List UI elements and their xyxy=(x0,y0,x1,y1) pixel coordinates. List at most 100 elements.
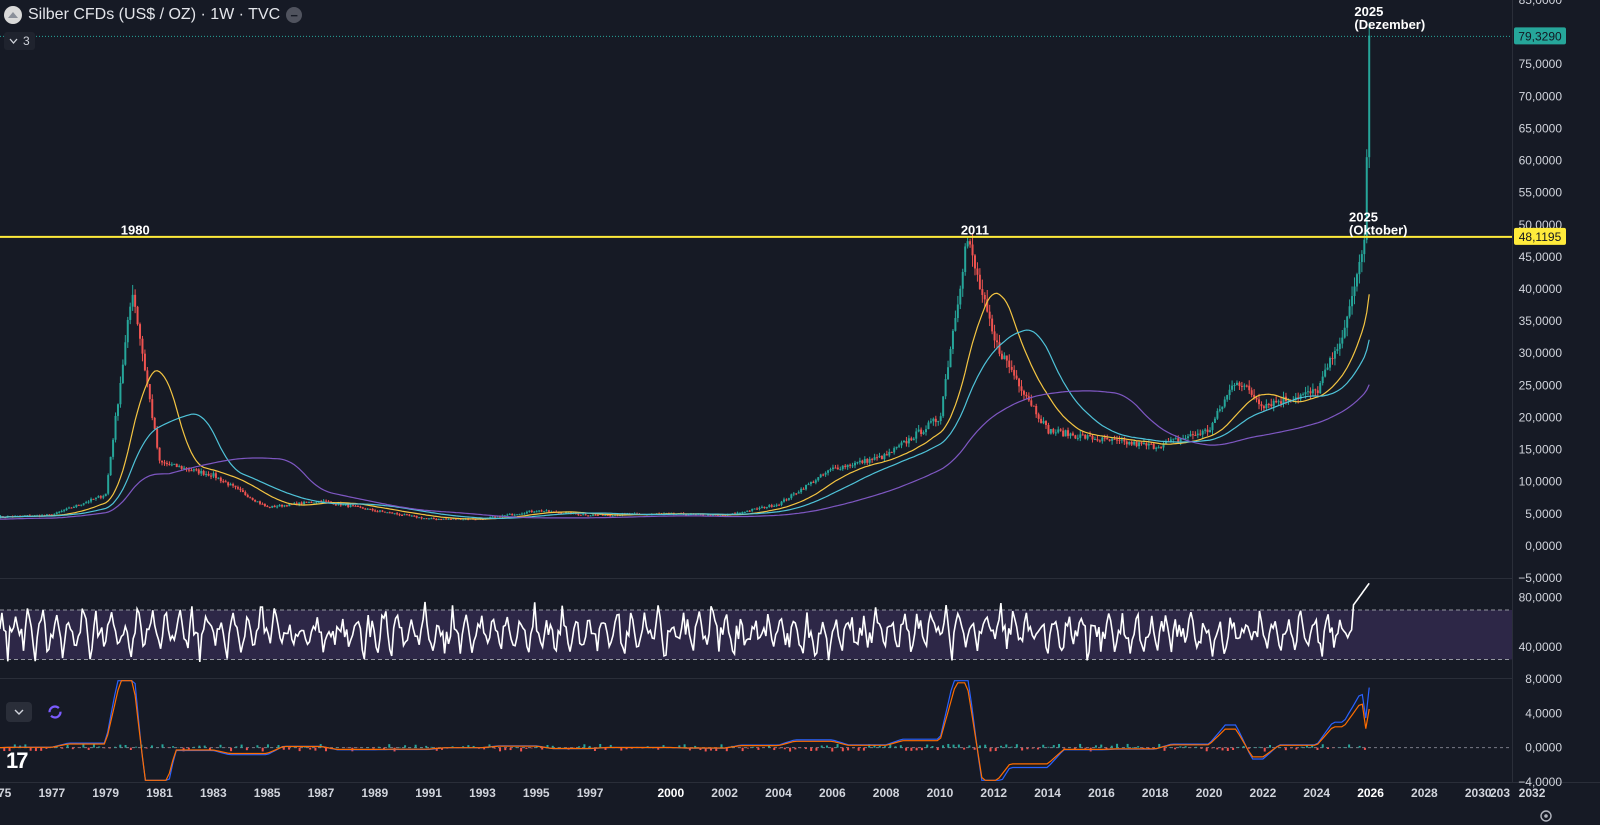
candle-body xyxy=(849,464,852,466)
macd-histogram-bar xyxy=(535,746,538,748)
macd-histogram-bar xyxy=(1247,747,1250,749)
candle-body xyxy=(577,513,580,515)
candle-body xyxy=(410,515,413,517)
candle-body xyxy=(1147,443,1150,446)
candle-body xyxy=(190,470,193,472)
candle-body xyxy=(1133,441,1136,445)
time-axis-tick: 2004 xyxy=(765,786,792,800)
candle-body xyxy=(175,463,178,468)
candle-body xyxy=(920,429,923,434)
candle-body xyxy=(854,462,857,466)
macd-histogram-bar xyxy=(324,747,327,752)
candle-body xyxy=(900,442,903,446)
macd-histogram-bar xyxy=(767,745,770,748)
candle-body xyxy=(971,244,974,256)
candle-body xyxy=(281,504,284,507)
macd-histogram-bar xyxy=(1158,743,1161,748)
macd-histogram-bar xyxy=(24,744,27,748)
macd-histogram-bar xyxy=(1036,747,1039,750)
candle-body xyxy=(300,502,303,505)
candle-body xyxy=(474,519,477,521)
candle-body xyxy=(139,324,142,339)
pane-collapse-button[interactable] xyxy=(6,702,32,722)
macd-histogram-bar xyxy=(773,747,776,751)
candle-body xyxy=(1008,360,1011,367)
candle-body xyxy=(222,481,225,483)
time-axis-tick: 1997 xyxy=(577,786,604,800)
candle-body xyxy=(760,506,763,508)
macd-axis-tick: 8,0000 xyxy=(1525,672,1562,686)
macd-histogram-bar xyxy=(1195,746,1198,748)
candle-body xyxy=(506,514,509,516)
time-axis-tick: 1985 xyxy=(254,786,281,800)
candle-body xyxy=(207,473,210,476)
macd-histogram-bar xyxy=(193,746,196,748)
candle-body xyxy=(114,415,117,440)
candle-body xyxy=(1071,433,1074,436)
candle-body xyxy=(1265,403,1268,409)
candle-body xyxy=(961,271,964,289)
candle-body xyxy=(841,465,844,470)
macd-histogram-bar xyxy=(1363,747,1366,750)
candle-body xyxy=(408,514,411,516)
tradingview-logo[interactable]: 17 xyxy=(6,748,29,773)
macd-histogram-bar xyxy=(45,747,48,749)
macd-histogram-bar xyxy=(794,747,797,750)
macd-histogram-bar xyxy=(1342,747,1345,748)
candle-body xyxy=(753,508,756,510)
candle-body xyxy=(187,469,190,471)
candle-body xyxy=(124,342,127,365)
candle-body xyxy=(1035,405,1038,415)
candle-body xyxy=(986,299,989,312)
macd-histogram-bar xyxy=(71,747,74,750)
macd-histogram-bar xyxy=(1174,747,1177,750)
candle-body xyxy=(778,504,781,506)
candle-body xyxy=(393,513,396,515)
macd-histogram-bar xyxy=(425,745,428,748)
macd-histogram-bar xyxy=(868,744,871,748)
macd-histogram-bar xyxy=(256,745,259,748)
candle-body xyxy=(1081,434,1084,436)
macd-histogram-bar xyxy=(857,747,860,751)
candle-body xyxy=(1338,343,1341,350)
macd-histogram-bar xyxy=(920,747,923,751)
candle-body xyxy=(547,510,550,512)
refresh-icon[interactable] xyxy=(46,703,64,721)
candle-body xyxy=(983,294,986,300)
candle-body xyxy=(1179,438,1182,442)
candle-body xyxy=(239,488,242,491)
candle-body xyxy=(1316,390,1319,394)
indicators-toggle[interactable]: 3 xyxy=(4,32,35,50)
macd-histogram-bar xyxy=(377,746,380,748)
macd-histogram-bar xyxy=(266,744,269,748)
candle-body xyxy=(1309,391,1312,394)
candle-body xyxy=(1187,436,1190,439)
silver-coin-icon[interactable] xyxy=(4,6,22,24)
candle-body xyxy=(312,502,315,504)
minus-circle-icon[interactable]: − xyxy=(286,7,303,23)
time-axis-tick: 1979 xyxy=(92,786,119,800)
candle-body xyxy=(178,466,181,468)
candle-body xyxy=(1260,404,1263,407)
candle-body xyxy=(1355,274,1358,287)
candle-body xyxy=(711,514,714,516)
gear-icon[interactable] xyxy=(1538,808,1554,824)
macd-histogram-bar xyxy=(1184,746,1187,748)
macd-histogram-bar xyxy=(820,745,823,748)
candle-body xyxy=(1287,400,1290,402)
candle-body xyxy=(1020,386,1023,391)
candle-body xyxy=(988,311,991,319)
candle-body xyxy=(437,519,440,521)
candle-body xyxy=(80,504,83,506)
candle-body xyxy=(1142,443,1145,445)
macd-histogram-bar xyxy=(309,747,312,750)
candle-body xyxy=(361,507,364,509)
macd-histogram-bar xyxy=(699,747,702,751)
candle-body xyxy=(102,496,105,498)
macd-histogram-bar xyxy=(963,747,966,750)
macd-histogram-bar xyxy=(1295,747,1298,750)
candle-body xyxy=(1040,418,1043,424)
candle-body xyxy=(511,513,514,516)
candle-body xyxy=(719,515,722,517)
